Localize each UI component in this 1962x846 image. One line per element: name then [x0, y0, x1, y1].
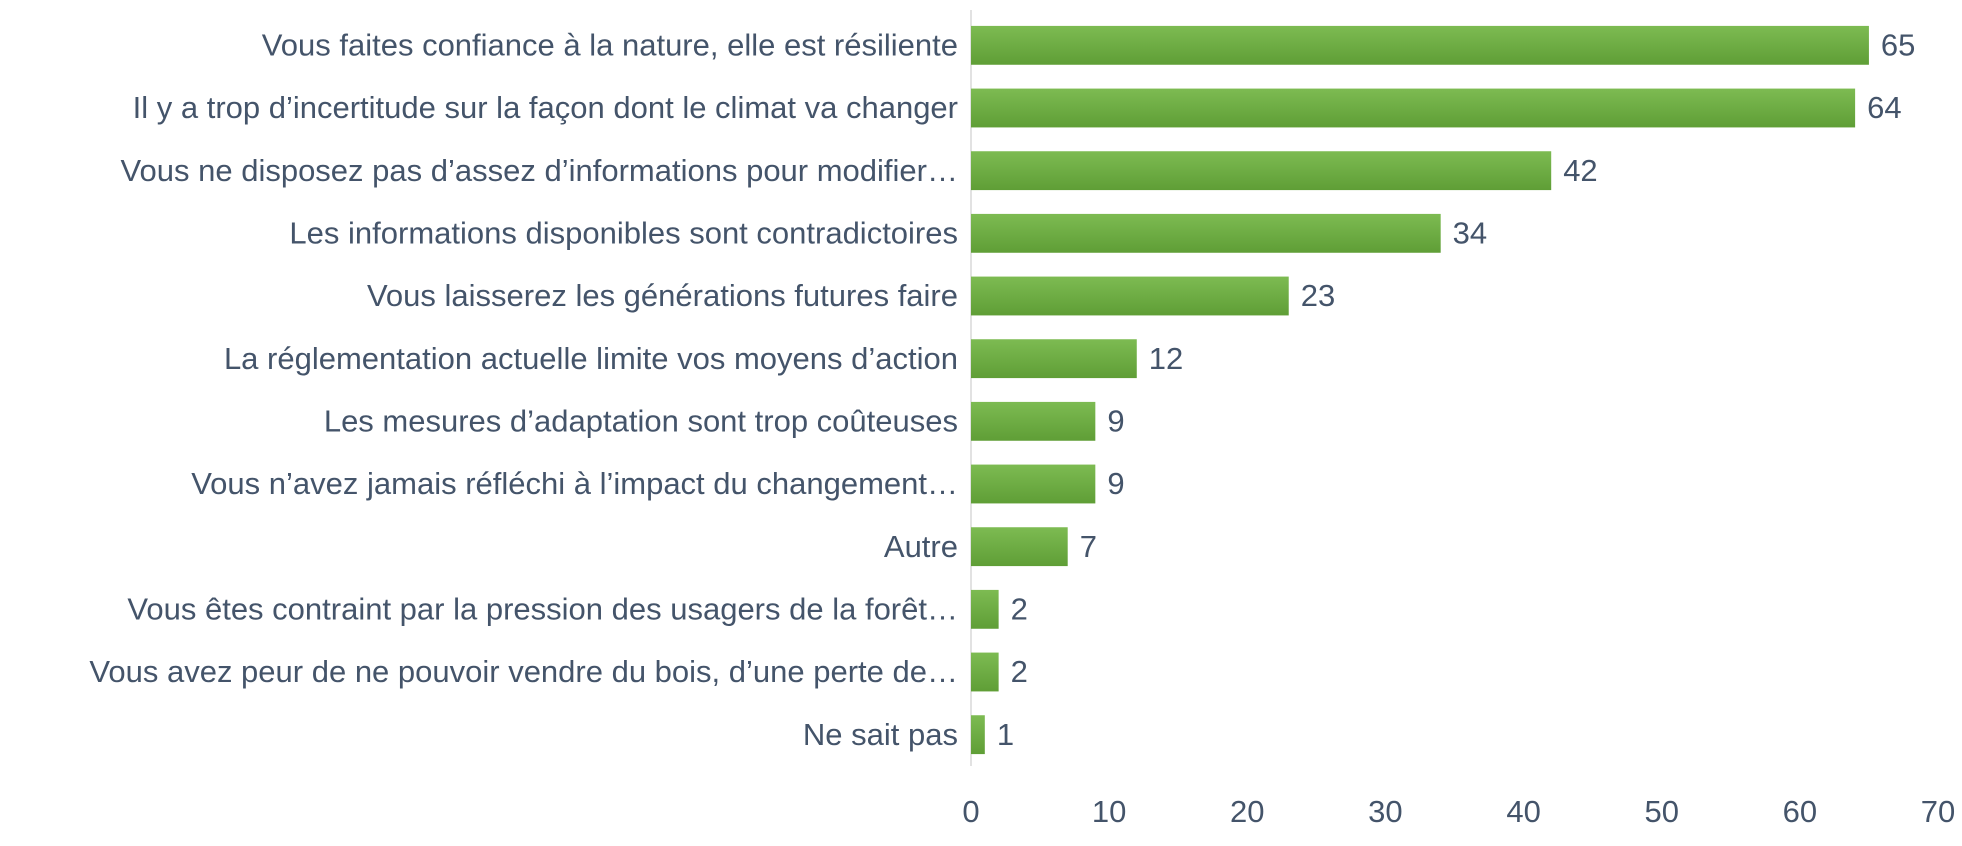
y-tick-label: Les mesures d’adaptation sont trop coûte… [324, 404, 958, 439]
value-label: 34 [1453, 216, 1487, 251]
y-tick-label: La réglementation actuelle limite vos mo… [224, 341, 958, 376]
y-tick-label: Vous laisserez les générations futures f… [367, 278, 958, 313]
value-label: 2 [1011, 654, 1028, 689]
y-tick-label: Vous ne disposez pas d’assez d’informati… [121, 153, 958, 188]
bar [971, 589, 999, 629]
bar [971, 151, 1552, 191]
y-tick-label: Ne sait pas [803, 717, 958, 752]
bar [971, 213, 1441, 253]
bar [971, 527, 1068, 567]
value-label: 1 [997, 717, 1014, 752]
value-label: 64 [1867, 90, 1901, 125]
value-label: 9 [1107, 466, 1124, 501]
y-tick-label: Les informations disponibles sont contra… [289, 216, 958, 251]
bar [971, 276, 1289, 316]
bar [971, 88, 1856, 128]
y-tick-label: Vous n’avez jamais réfléchi à l’impact d… [191, 466, 958, 501]
value-label: 12 [1149, 341, 1183, 376]
x-tick-label: 10 [1092, 794, 1126, 829]
x-tick-label: 20 [1230, 794, 1264, 829]
bar [971, 464, 1096, 504]
x-tick-label: 60 [1783, 794, 1817, 829]
bar [971, 339, 1137, 379]
x-tick-label: 40 [1506, 794, 1540, 829]
x-tick-label: 30 [1368, 794, 1402, 829]
bar [971, 652, 999, 692]
value-label: 23 [1301, 278, 1335, 313]
value-label: 9 [1107, 404, 1124, 439]
y-tick-label: Vous êtes contraint par la pression des … [127, 592, 958, 627]
x-tick-label: 0 [962, 794, 979, 829]
y-tick-label: Il y a trop d’incertitude sur la façon d… [133, 90, 958, 125]
y-tick-label: Vous faites confiance à la nature, elle … [262, 28, 958, 63]
bar [971, 25, 1869, 65]
x-tick-label: 50 [1644, 794, 1678, 829]
value-label: 42 [1563, 153, 1597, 188]
value-label: 65 [1881, 28, 1915, 63]
x-tick-label: 70 [1921, 794, 1955, 829]
value-label: 7 [1080, 529, 1097, 564]
y-tick-label: Vous avez peur de ne pouvoir vendre du b… [89, 654, 958, 689]
y-tick-label: Autre [884, 529, 958, 564]
value-label: 2 [1011, 592, 1028, 627]
bar [971, 715, 985, 755]
bar [971, 401, 1096, 441]
